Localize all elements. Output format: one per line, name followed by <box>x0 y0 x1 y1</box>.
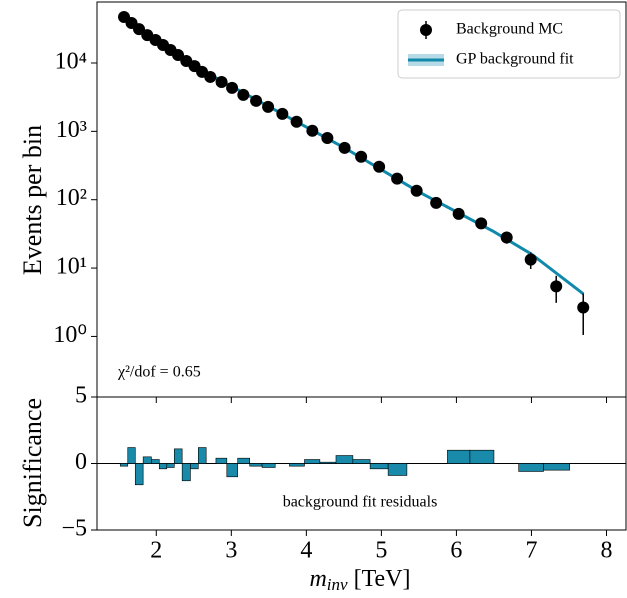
data-point <box>475 217 488 230</box>
x-tick-label: 6 <box>450 538 462 564</box>
data-point <box>262 100 275 113</box>
data-point <box>430 196 443 209</box>
x-tick-label: 3 <box>225 538 237 564</box>
y-tick-label: 5 <box>75 383 87 409</box>
residual-bar <box>166 463 175 468</box>
data-point <box>290 115 303 128</box>
data-point <box>524 253 537 266</box>
residual-bar <box>261 463 276 468</box>
y-tick-label: 10² <box>56 185 87 211</box>
residual-bar <box>369 463 389 470</box>
x-label-subscript: inv <box>327 575 348 594</box>
residual-bar <box>127 447 136 464</box>
y-tick-label: 10¹ <box>56 254 87 280</box>
y-tick-label: 10⁴ <box>55 48 87 74</box>
chi2-annotation: χ²/dof = 0.65 <box>117 364 201 381</box>
data-point <box>276 107 289 120</box>
x-axis-label: minv [TeV] <box>309 566 410 594</box>
x-tick-label: 2 <box>150 538 162 564</box>
data-point <box>577 301 590 314</box>
residual-bar <box>352 459 371 464</box>
residual-bar <box>289 463 305 467</box>
x-tick-label: 8 <box>600 538 612 564</box>
y-tick-label: −5 <box>61 516 87 542</box>
x-label-symbol: m <box>309 566 326 592</box>
data-point <box>391 172 404 185</box>
legend-box <box>397 9 621 79</box>
data-point <box>373 160 386 173</box>
x-tick-label: 5 <box>375 538 387 564</box>
residual-bar <box>387 463 408 476</box>
x-label-unit: [TeV] <box>354 566 411 592</box>
data-point <box>237 88 250 101</box>
y-tick-label: 10⁰ <box>53 322 87 348</box>
residual-bar <box>518 463 544 472</box>
residual-bar <box>134 463 144 486</box>
data-point <box>226 81 239 94</box>
data-point <box>355 150 368 163</box>
y-axis-label: Significance <box>18 398 47 528</box>
data-point <box>338 141 351 154</box>
residual-bar <box>119 463 129 467</box>
data-point <box>306 124 319 137</box>
data-point <box>550 280 563 293</box>
data-point <box>410 184 423 197</box>
legend-label: Background MC <box>456 21 563 38</box>
x-tick-label: 4 <box>300 538 312 564</box>
residual-bar <box>447 449 471 464</box>
residual-bar <box>543 463 571 471</box>
residual-bar <box>237 457 250 464</box>
residual-bar <box>226 463 238 478</box>
data-point <box>133 23 146 36</box>
data-point <box>172 48 185 61</box>
y-tick-label: 0 <box>75 449 87 475</box>
residual-bar <box>304 459 321 464</box>
residual-bar <box>181 463 191 482</box>
residual-bar <box>142 456 152 464</box>
residual-bar <box>319 461 337 464</box>
y-tick-label: 10³ <box>56 117 87 143</box>
residual-bar <box>249 463 263 467</box>
data-point <box>215 75 228 88</box>
residual-annotation: background fit residuals <box>283 494 438 511</box>
legend-marker <box>420 24 432 36</box>
residual-bar <box>190 463 199 470</box>
residual-bar <box>158 463 168 470</box>
data-point <box>500 231 513 244</box>
residual-bar <box>197 447 207 464</box>
legend-label: GP background fit <box>456 51 574 68</box>
residual-bar <box>469 449 495 464</box>
data-point <box>321 131 334 144</box>
residual-bar <box>335 455 354 464</box>
data-point <box>204 70 217 83</box>
data-point <box>250 94 263 107</box>
residual-bar <box>151 459 160 464</box>
residual-bar <box>173 448 183 464</box>
x-tick-label: 7 <box>525 538 537 564</box>
y-axis-label: Events per bin <box>18 125 47 275</box>
residual-bar <box>215 457 228 464</box>
data-point <box>452 207 465 220</box>
